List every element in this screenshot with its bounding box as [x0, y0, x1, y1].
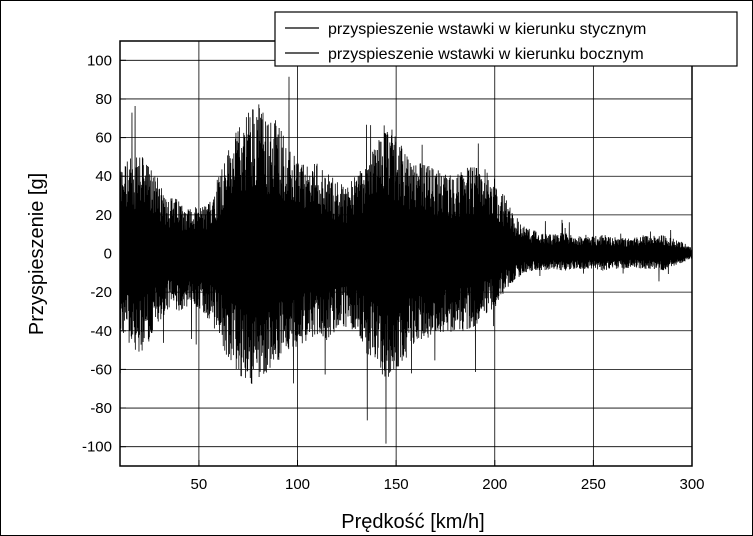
y-tick-label: 60	[95, 130, 112, 147]
y-tick-label: 20	[95, 207, 112, 224]
data-layer	[119, 76, 693, 444]
y-tick-label: -60	[90, 361, 112, 378]
x-tick-label: 100	[285, 476, 310, 493]
series-core-styczny	[120, 183, 692, 317]
y-tick-label: 80	[95, 91, 112, 108]
x-axis-title: Prędkość [km/h]	[341, 511, 484, 533]
y-tick-label: -100	[82, 439, 112, 456]
x-tick-label: 150	[384, 476, 409, 493]
y-tick-label: -40	[90, 323, 112, 340]
tick-layer: -100 -80 -60 -40 -20 0 20 40 60 80 100 50 100 150 200 2…	[82, 52, 705, 493]
legend-label-styczny: przyspieszenie wstawki w kierunku styczn…	[328, 21, 646, 38]
x-tick-label: 300	[679, 476, 704, 493]
x-tick-label: 200	[482, 476, 507, 493]
legend: przyspieszenie wstawki w kierunku styczn…	[274, 11, 738, 67]
y-tick-label: -20	[90, 284, 112, 301]
x-tick-label: 50	[191, 476, 208, 493]
x-tick-label: 250	[581, 476, 606, 493]
legend-box	[274, 11, 738, 67]
legend-label-boczny: przyspieszenie wstawki w kierunku boczny…	[328, 46, 644, 63]
y-tick-label: 0	[104, 246, 112, 263]
y-axis-title: Przyspieszenie [g]	[26, 173, 48, 335]
y-tick-label: -80	[90, 400, 112, 417]
y-tick-label: 100	[87, 52, 112, 69]
y-tick-label: 40	[95, 168, 112, 185]
